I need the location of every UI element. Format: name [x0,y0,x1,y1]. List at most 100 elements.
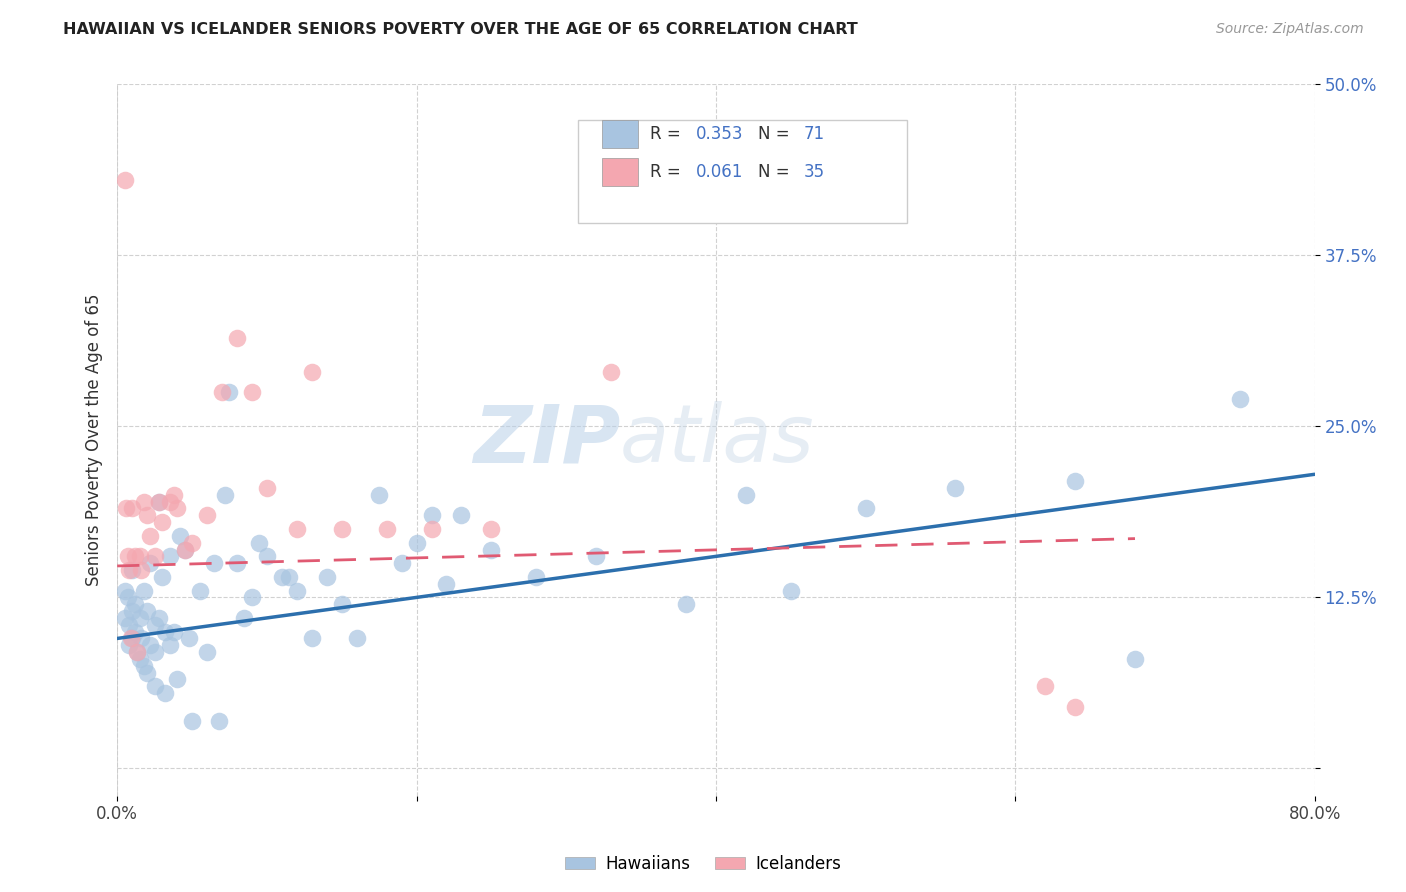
FancyBboxPatch shape [602,158,638,186]
Point [121,563,143,577]
FancyBboxPatch shape [578,120,907,223]
Point [315,570,337,584]
Point [163,488,186,502]
Point [114,611,136,625]
Point [855,501,877,516]
Point [675,597,697,611]
Point [148,494,170,508]
Point [118,563,141,577]
Text: HAWAIIAN VS ICELANDER SENIORS POVERTY OVER THE AGE OF 65 CORRELATION CHART: HAWAIIAN VS ICELANDER SENIORS POVERTY OV… [63,22,858,37]
Point [134,583,156,598]
Point [169,529,191,543]
Point [173,542,195,557]
Point [163,624,186,639]
Point [330,597,353,611]
Point [405,535,427,549]
Point [226,556,249,570]
Point [285,583,308,598]
Point [256,481,278,495]
Point [159,494,181,508]
Point [121,632,143,646]
Point [479,522,502,536]
Point [943,481,966,495]
Point [779,583,801,598]
Point [346,632,368,646]
Text: 35: 35 [803,163,824,181]
Point [134,658,156,673]
Point [117,549,139,564]
Point [600,365,623,379]
Point [117,591,139,605]
Point [150,570,173,584]
Point [585,549,607,564]
Point [159,638,181,652]
Point [240,385,263,400]
Text: R =: R = [650,125,686,144]
Point [125,645,148,659]
Point [1123,652,1146,666]
Point [285,522,308,536]
Point [214,488,236,502]
Point [247,535,270,549]
Text: R =: R = [650,163,686,181]
Point [450,508,472,523]
Y-axis label: Seniors Poverty Over the Age of 65: Seniors Poverty Over the Age of 65 [86,293,103,586]
Point [195,508,218,523]
Text: atlas: atlas [620,401,815,479]
Point [134,494,156,508]
Point [479,542,502,557]
Text: N =: N = [758,125,794,144]
Point [114,583,136,598]
Point [150,515,173,529]
Point [118,617,141,632]
Point [278,570,301,584]
Point [233,611,256,625]
Point [128,549,150,564]
Point [181,714,204,728]
Point [139,556,162,570]
Point [143,549,166,564]
Point [391,556,413,570]
Point [129,632,152,646]
Point [139,638,162,652]
Point [124,597,146,611]
Point [136,604,159,618]
Point [166,673,188,687]
Point [1229,392,1251,406]
Point [301,365,323,379]
Point [148,611,170,625]
Point [375,522,398,536]
Point [368,488,391,502]
Point [129,563,152,577]
Point [524,570,547,584]
Point [1064,474,1087,488]
Point [143,679,166,693]
Point [148,494,170,508]
Point [115,501,138,516]
Point [118,638,141,652]
Point [734,488,756,502]
Point [124,624,146,639]
Point [159,549,181,564]
Point [195,645,218,659]
Text: 0.061: 0.061 [696,163,742,181]
Point [139,529,162,543]
Point [114,173,136,187]
Point [218,385,240,400]
Point [143,645,166,659]
FancyBboxPatch shape [602,120,638,148]
Text: 71: 71 [803,125,824,144]
Point [121,501,143,516]
Point [143,617,166,632]
Point [226,330,249,344]
Point [124,549,146,564]
Point [204,556,226,570]
Point [121,604,143,618]
Point [153,686,176,700]
Point [436,576,458,591]
Text: ZIP: ZIP [472,401,620,479]
Point [177,632,200,646]
Point [136,665,159,680]
Point [256,549,278,564]
Point [420,508,443,523]
